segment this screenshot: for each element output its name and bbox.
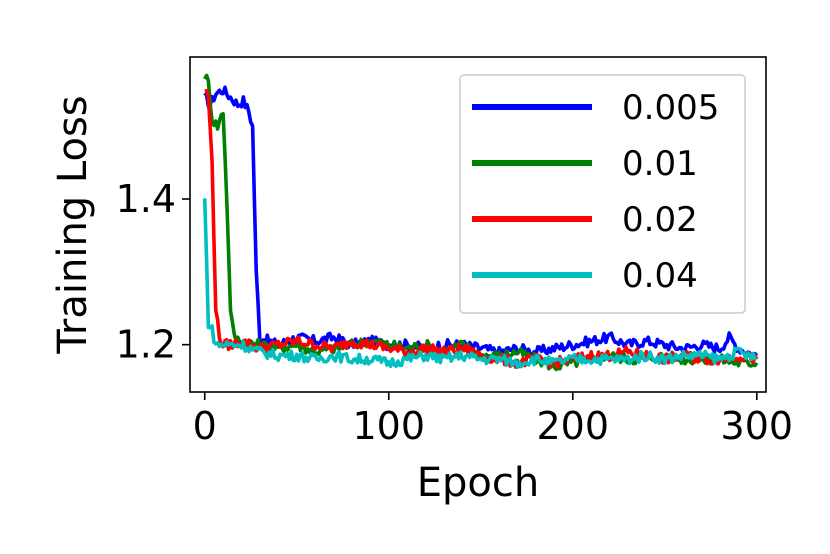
x-tick-label: 200 — [537, 404, 610, 448]
x-tick-label: 100 — [352, 404, 425, 448]
legend-label: 0.02 — [622, 200, 698, 240]
legend: 0.005 0.01 0.02 0.04 — [459, 74, 746, 314]
legend-label: 0.01 — [622, 144, 698, 184]
legend-label: 0.04 — [622, 256, 698, 296]
y-tick-label: 1.4 — [116, 177, 176, 221]
x-axis-label: Epoch — [417, 460, 539, 506]
legend-box — [459, 74, 746, 314]
axes-frame — [189, 56, 767, 393]
axis-ticks: 0 100 200 300 1.2 1.4 — [116, 177, 794, 448]
series-line-0.04 — [202, 198, 758, 370]
x-tick-label: 300 — [721, 404, 794, 448]
legend-label: 0.005 — [622, 88, 719, 128]
y-axis-label: Training Loss — [50, 95, 96, 354]
series-lines — [202, 73, 759, 372]
y-tick-label: 1.2 — [116, 323, 176, 367]
x-tick-label: 0 — [193, 404, 217, 448]
